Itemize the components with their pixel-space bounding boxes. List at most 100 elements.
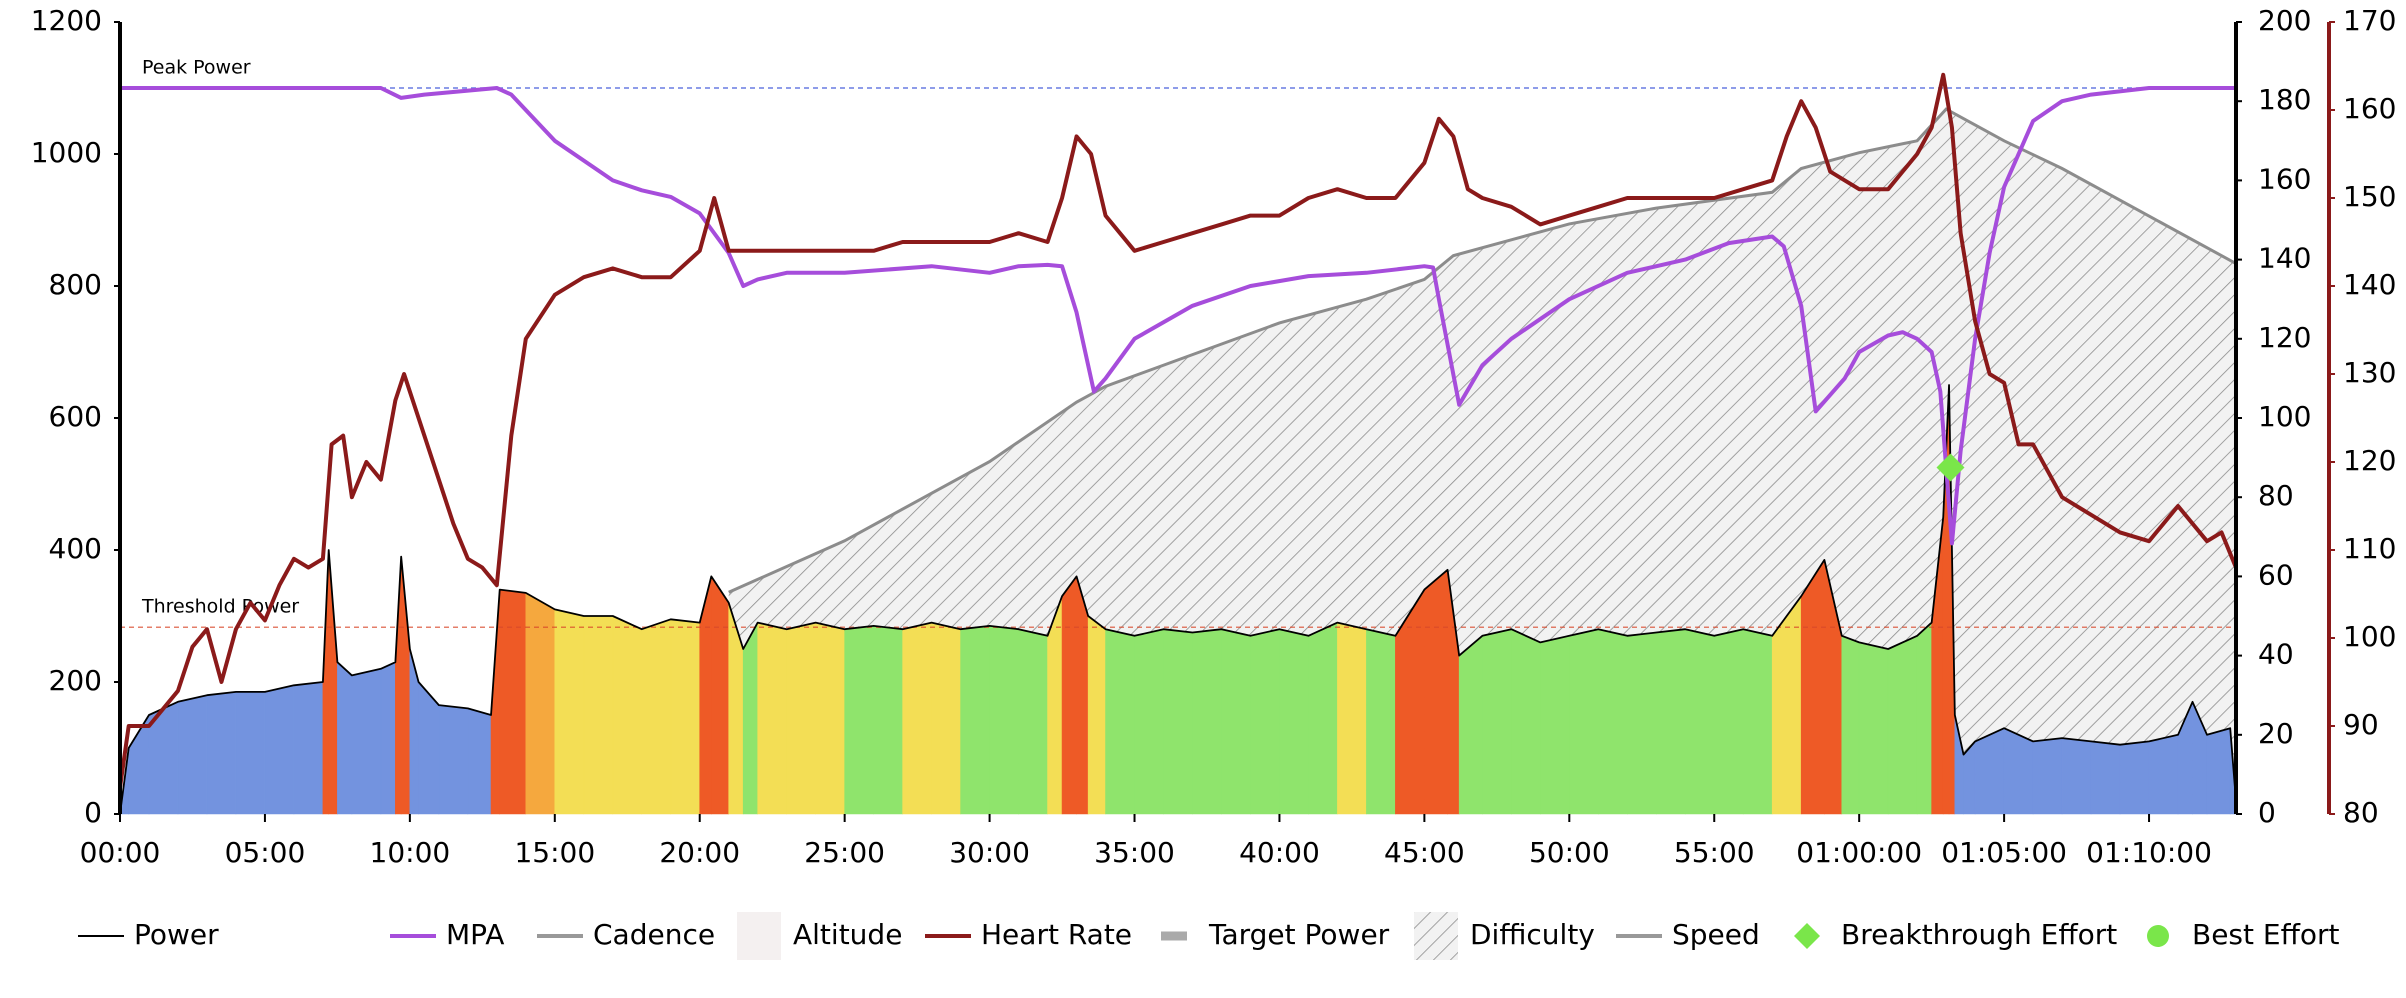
legend-label: Difficulty [1470, 918, 1595, 951]
power-zone [525, 592, 556, 815]
legend-item[interactable]: Speed [1616, 918, 1760, 951]
power-zone [264, 684, 295, 815]
x-tick-label: 01:05:00 [1941, 836, 2067, 869]
y2-tick-label: 40 [2258, 638, 2294, 671]
power-zone [844, 625, 874, 815]
y3-tick-label: 130 [2343, 356, 2396, 389]
power-zone [1105, 628, 1135, 815]
x-tick-label: 10:00 [370, 836, 451, 869]
power-zone [757, 622, 787, 815]
power-zone [1713, 628, 1744, 815]
x-tick-label: 20:00 [659, 836, 740, 869]
power-zone [1540, 635, 1570, 815]
y3-tick-label: 170 [2343, 4, 2396, 37]
power-zone [2148, 734, 2179, 815]
y3-tick-label: 110 [2343, 532, 2396, 565]
power-zone [1684, 628, 1715, 815]
power-zone [1134, 628, 1164, 815]
legend-label: MPA [446, 918, 504, 951]
power-zone [960, 625, 990, 815]
y2-tick-label: 80 [2258, 479, 2294, 512]
x-tick-label: 55:00 [1674, 836, 1755, 869]
legend-label: Cadence [593, 918, 715, 951]
x-tick-label: 00:00 [80, 836, 161, 869]
power-zone [1511, 628, 1541, 815]
power-zone [815, 622, 845, 815]
power-zone [438, 704, 469, 815]
power-zone [1279, 628, 1309, 815]
x-tick-label: 30:00 [949, 836, 1030, 869]
legend-item[interactable]: Breakthrough Effort [1794, 918, 2117, 951]
legend-swatch [737, 912, 781, 960]
legend-item[interactable]: Difficulty [1414, 912, 1595, 960]
legend-label: Altitude [793, 918, 902, 951]
power-zone [1308, 622, 1338, 815]
power-zone [1250, 628, 1280, 815]
power-zone [2003, 727, 2034, 815]
y3-tick-label: 90 [2343, 708, 2379, 741]
x-tick-label: 40:00 [1239, 836, 1320, 869]
power-zone [902, 622, 932, 815]
breakthrough-marker [1936, 453, 1965, 482]
legend-label: Heart Rate [981, 918, 1132, 951]
power-zone [873, 625, 903, 815]
power-zone [1366, 628, 1396, 815]
legend-label: Breakthrough Effort [1841, 918, 2117, 951]
y-tick-label: 1200 [31, 4, 102, 37]
y-tick-label: 1000 [31, 136, 102, 169]
power-zone [742, 622, 758, 815]
power-zone [1192, 628, 1222, 815]
legend-label: Best Effort [2192, 918, 2340, 951]
power-zone [931, 622, 961, 815]
legend-item[interactable]: Best Effort [2147, 918, 2340, 951]
power-zone [1337, 622, 1367, 815]
power-zone [293, 681, 324, 815]
legend-item[interactable]: MPA [390, 918, 504, 951]
power-zone [711, 575, 730, 815]
y-tick-label: 600 [49, 400, 102, 433]
power-zone [1887, 635, 1918, 815]
power-zone [1655, 628, 1686, 815]
y2-tick-label: 60 [2258, 558, 2294, 591]
power-zone [337, 661, 353, 815]
x-tick-label: 45:00 [1384, 836, 1465, 869]
legend-item[interactable]: Heart Rate [925, 918, 1132, 951]
x-tick-label: 01:00:00 [1796, 836, 1922, 869]
power-zone [1916, 621, 1932, 815]
annotation-label: Peak Power [142, 57, 251, 79]
series-line [120, 86, 2236, 546]
power-zone [1974, 727, 2005, 815]
power-zone [554, 609, 585, 815]
power-zone [1626, 632, 1657, 815]
power-zone [1742, 628, 1773, 815]
legend-swatch [1794, 923, 1820, 949]
power-zone [1841, 635, 1860, 815]
legend-swatch [2147, 925, 2169, 947]
y2-tick-label: 0 [2258, 796, 2276, 829]
power-zone [235, 691, 266, 815]
x-tick-label: 01:10:00 [2086, 836, 2212, 869]
y3-tick-label: 80 [2343, 796, 2379, 829]
power-zone [380, 661, 396, 815]
legend-item[interactable]: Power [78, 918, 219, 951]
power-zone [2061, 737, 2092, 815]
power-zone [2090, 741, 2121, 815]
power-zone [2206, 727, 2231, 815]
legend-item[interactable]: Target Power [1161, 918, 1390, 951]
power-zone [1800, 558, 1825, 815]
x-tick-label: 25:00 [804, 836, 885, 869]
power-zone [1221, 628, 1251, 815]
legend-item[interactable]: Altitude [737, 912, 902, 960]
power-zone [989, 625, 1019, 815]
power-zone [1598, 628, 1628, 815]
y3-tick-label: 120 [2343, 444, 2396, 477]
x-tick-label: 05:00 [225, 836, 306, 869]
power-zone [467, 708, 492, 815]
power-zone [641, 618, 672, 815]
power-zone [1569, 628, 1599, 815]
legend-item[interactable]: Cadence [537, 918, 715, 951]
power-zone [351, 668, 382, 815]
y-tick-label: 400 [49, 532, 102, 565]
y2-tick-label: 180 [2258, 83, 2311, 116]
